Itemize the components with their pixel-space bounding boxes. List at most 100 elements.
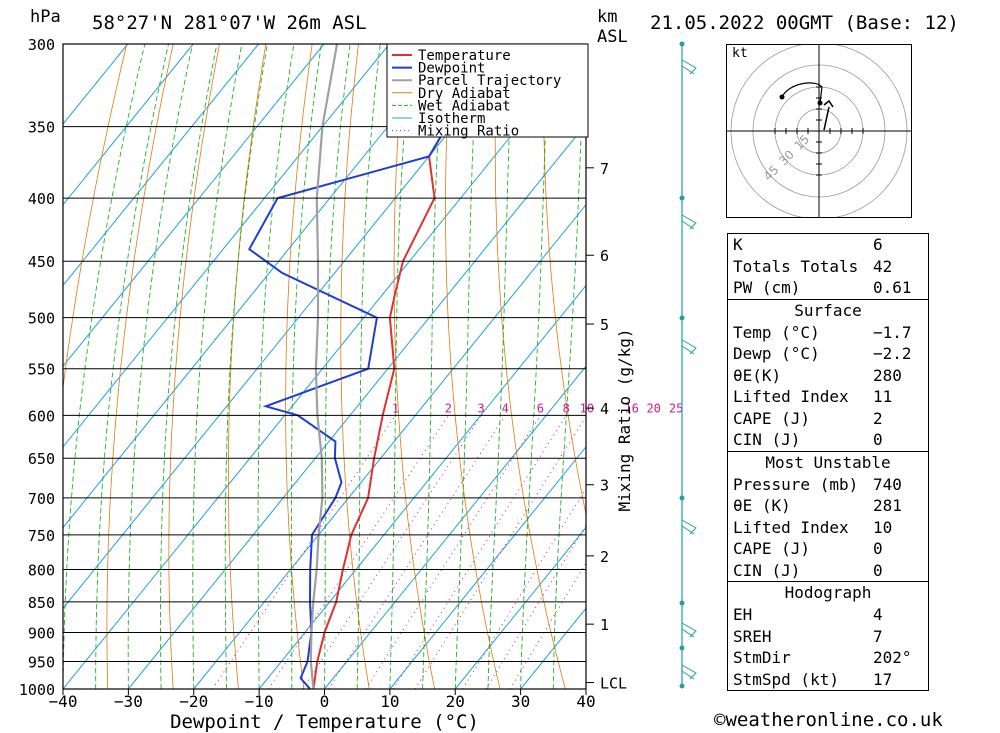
index-value: 0.61 [873,278,912,297]
wind-level-marker [679,495,685,501]
pressure-tick-label: 900 [28,625,55,643]
legend-label: Temperature [418,48,511,64]
km-tick-label: 3 [600,477,609,495]
x-tick-label: 10 [380,692,399,711]
wet-adiabat-line [324,44,351,689]
isotherm-line [193,203,586,689]
dry-adiabat-line [543,44,586,517]
pressure-tick-label: 1000 [19,681,55,699]
wet-adiabat-line [95,44,169,689]
pressure-tick-label: 750 [28,527,55,545]
isotherm-line [389,446,586,689]
dry-adiabat-line [393,44,436,689]
wet-adiabat-line [389,44,413,689]
hodograph-value: 202° [873,648,912,667]
pressure-tick-label: 650 [28,450,55,468]
pressure-tick-label: 600 [28,407,55,425]
most-unstable-title: Most Unstable [765,452,891,472]
km-tick-label: 2 [600,548,609,566]
index-label: K [733,235,743,254]
mixing-ratio-label: 16 [624,401,638,415]
most-unstable-section: Most Unstable Pressure (mb) 740 θE (K) 281 L… [728,450,928,582]
wet-adiabat-line [520,44,550,689]
hodograph-value: 4 [873,605,883,624]
surface-section: Surface Temp (°C) −1.7 Dewp (°C) −2.2 θE(K) 2… [728,298,928,451]
legend-label: Wet Adiabat [418,98,511,114]
most-unstable-rows: Pressure (mb) 740 θE (K) 281 Lifted Index 10 C… [728,474,928,582]
surface-value: −1.7 [873,322,912,342]
x-tick-label: 40 [576,692,595,711]
legend-label: Isotherm [418,111,485,127]
wind-level-marker [679,41,685,47]
hodograph-ring-label: 45 [761,163,782,184]
most-unstable-row: Lifted Index 10 [728,517,928,539]
km-tick-label: 5 [600,316,609,334]
pressure-tick-label: 350 [28,119,55,137]
isotherm-line [63,44,456,529]
dry-adiabat-line [957,26,1000,689]
pressure-tick-label: 700 [28,490,55,508]
mixing-ratio-line [267,415,449,689]
mixing-ratio-label: 2 [445,401,452,415]
hodograph-label: EH [733,605,753,624]
hodograph-label: SREH [733,626,772,646]
surface-row: Dewp (°C) −2.2 [728,343,928,365]
surface-label: Dewp (°C) [733,344,820,363]
surface-row: CAPE (J) 2 [728,408,928,430]
x-tick-label: 30 [511,692,530,711]
surface-label: Temp (°C) [733,322,820,342]
hodograph-row: StmSpd (kt) 17 [728,669,928,691]
km-tick-label: 1 [600,616,609,634]
mixing-ratio-label: 1 [392,401,399,415]
dry-adiabat-line [340,44,370,689]
isotherm-line [63,44,390,448]
wet-adiabat-line [127,44,193,689]
mixing-ratio-line [392,415,567,689]
most-unstable-value: 281 [873,496,902,515]
hodograph-section: Hodograph EH 4 SREH 7 StmDir 202° StmSpd (kt) 1… [728,581,928,690]
mixing-ratio-line [328,415,506,689]
pressure-tick-label: 950 [28,654,55,672]
x-tick-label: −20 [179,692,208,711]
wind-barb [681,664,697,680]
wind-level-marker [679,195,685,201]
copyright: ©weatheronline.co.uk [714,709,943,731]
wind-barb [681,519,697,535]
x-tick-label: −10 [245,692,274,711]
surface-title: Surface [794,300,862,320]
mixing-ratio-line [302,415,482,689]
most-unstable-value: 10 [873,517,893,537]
pressure-tick-label: 800 [28,561,55,579]
most-unstable-label: CAPE (J) [733,539,811,558]
mixing-ratio-label: 8 [563,401,570,415]
x-tick-label: −30 [114,692,143,711]
indices-rows: K 6 Totals Totals 42 PW (cm) 0.61 [728,234,928,299]
index-value: 42 [873,256,893,276]
legend-label: Mixing Ratio [418,124,519,140]
plot-area [63,26,1000,689]
mixing-ratio-line [365,415,541,689]
wet-adiabat-line [257,44,295,689]
hodograph-value: 7 [873,626,883,646]
index-row: Totals Totals 42 [728,256,928,278]
hodograph-rows: EH 4 SREH 7 StmDir 202° StmSpd (kt) 17 [728,604,928,690]
mixing-ratio-label: 20 [646,401,660,415]
wet-adiabat-line [356,44,381,689]
index-label: PW (cm) [733,278,801,297]
isotherm-line [63,44,129,125]
wind-level-marker [679,645,685,651]
index-label: Totals Totals [733,256,859,276]
surface-label: CIN (J) [733,430,801,449]
most-unstable-label: θE (K) [733,496,791,515]
wind-barb [681,339,697,355]
hodograph-value: 17 [873,669,893,689]
hodograph-point [817,100,823,106]
dry-adiabat-line [285,44,313,689]
pressure-tick-label: 850 [28,594,55,612]
legend-label: Parcel Trajectory [418,73,561,89]
location-title: 58°27'N 281°07'W 26m ASL [92,12,367,34]
km-tick-label: LCL [600,675,627,693]
